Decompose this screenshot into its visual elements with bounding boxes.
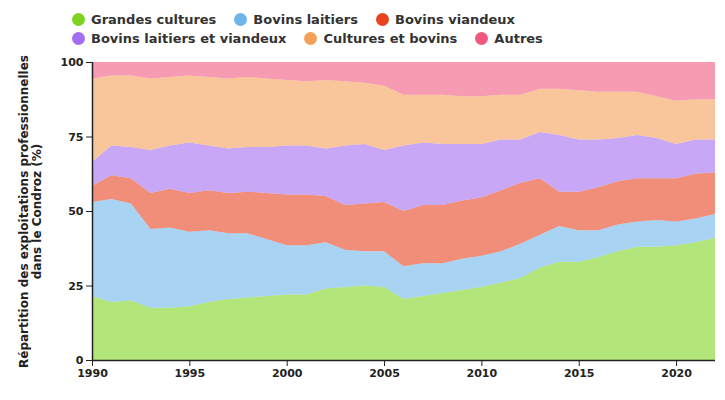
html-text:Autres: Autres bbox=[494, 31, 543, 46]
svg-text:2000: 2000 bbox=[272, 367, 303, 380]
html-text:Bovins laitiers: Bovins laitiers bbox=[253, 12, 358, 27]
svg-text:2005: 2005 bbox=[369, 367, 400, 380]
html-text:Cultures et bovins: Cultures et bovins bbox=[323, 31, 458, 46]
svg-text:75: 75 bbox=[68, 131, 83, 144]
svg-text:100: 100 bbox=[61, 56, 84, 69]
svg-text:Répartition des exploitations: Répartition des exploitations profession… bbox=[17, 55, 44, 368]
html-text:Bovins laitiers et viandeux: Bovins laitiers et viandeux bbox=[91, 31, 287, 46]
svg-text:1995: 1995 bbox=[175, 367, 206, 380]
svg-text:2015: 2015 bbox=[564, 367, 595, 380]
svg-text:2020: 2020 bbox=[661, 367, 692, 380]
svg-text:25: 25 bbox=[68, 280, 83, 293]
svg-text:1990: 1990 bbox=[77, 367, 108, 380]
svg-text:0: 0 bbox=[76, 354, 84, 367]
html-text:Bovins viandeux: Bovins viandeux bbox=[395, 12, 515, 27]
html-text:Grandes cultures: Grandes cultures bbox=[91, 12, 217, 27]
svg-text:2010: 2010 bbox=[467, 367, 498, 380]
svg-text:50: 50 bbox=[68, 205, 84, 218]
